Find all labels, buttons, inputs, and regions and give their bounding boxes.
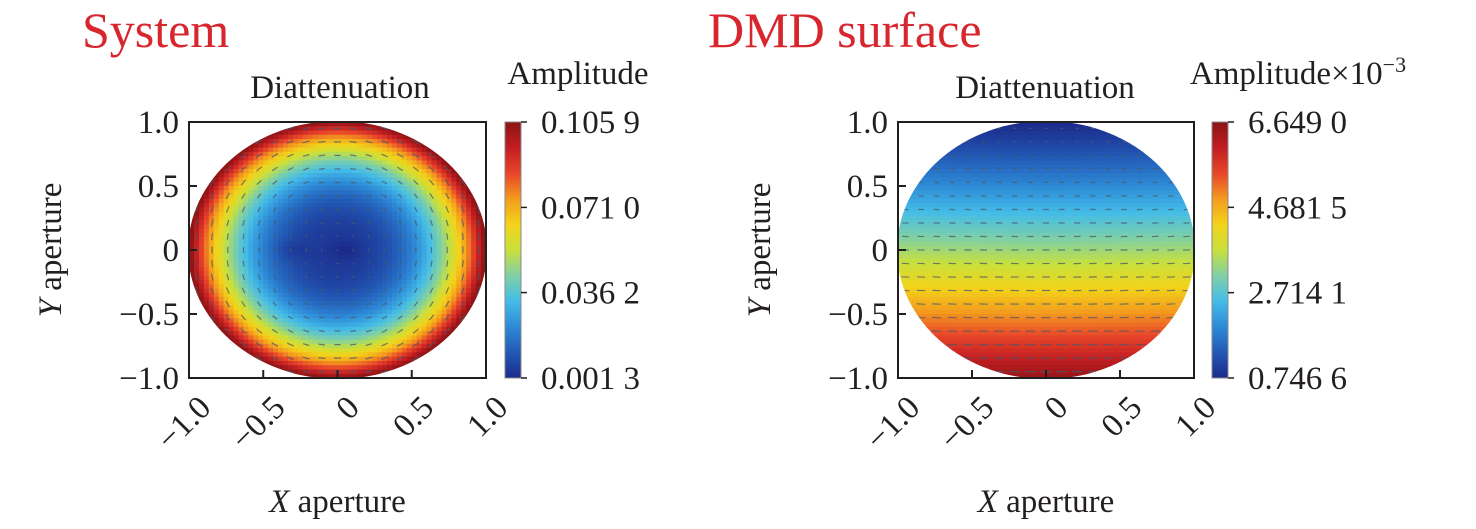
y-tick-label: −1.0 [828,361,888,397]
colorbar-tick-label: 0.105 9 [541,105,640,141]
colorbar-label: Amplitude×10−3 [1190,52,1406,92]
colorbar-label: Amplitude [507,56,648,92]
chart-title: Diattenuation [250,70,430,106]
x-tick-label: −1.0 [859,390,927,458]
y-axis-label: Y aperture [33,183,69,318]
y-tick-label: 0.5 [138,169,179,205]
x-tick-label: 0.5 [1095,390,1150,445]
colorbar-tick-label: 0.001 3 [541,361,640,397]
x-tick-label: −1.0 [150,390,218,458]
x-tick-label: 0.5 [386,390,441,445]
colorbar-tick-label: 6.649 0 [1248,105,1347,141]
colorbar-gradient [504,121,522,379]
x-tick-label: 0 [1038,390,1075,427]
y-tick-label: −1.0 [119,361,179,397]
x-axis-label: X aperture [267,484,406,520]
y-tick-label: 1.0 [847,105,888,141]
y-axis-label: Y aperture [742,183,778,318]
y-tick-label: −0.5 [828,297,888,333]
colorbar-tick-label: 0.071 0 [541,190,640,226]
colorbar-gradient [1211,121,1229,379]
panel-title-dmd-surface: DMD surface [708,2,982,58]
y-tick-label: 1.0 [138,105,179,141]
chart-panel-dmd-surface: 1.00.50−0.5−1.0−1.0 −0.5 0 0.5 1.0Diattenuat… [742,52,1406,520]
x-tick-label: −0.5 [933,390,1001,458]
panel-title-system: System [82,2,230,58]
x-tick-label: −0.5 [225,390,293,458]
colorbar-tick-label: 2.714 1 [1248,276,1347,312]
y-tick-label: 0 [872,233,889,269]
chart-panel-system: 1.00.50−0.5−1.0−1.0 −0.5 0 0.5 1.0Diattenuat… [33,56,649,520]
x-axis-label: X aperture [976,484,1115,520]
colorbar-tick-label: 0.036 2 [541,276,640,312]
chart-title: Diattenuation [955,70,1135,106]
y-tick-label: 0.5 [847,169,888,205]
colorbar-tick-label: 4.681 5 [1248,190,1347,226]
colorbar: 0.105 9 0.071 0 0.036 2 0.001 3 Amplitude [504,56,649,397]
x-tick-label: 1.0 [461,390,516,445]
x-tick-label: 0 [330,390,367,427]
colorbar-tick-label: 0.746 6 [1248,361,1347,397]
colorbar: 6.649 0 4.681 5 2.714 1 0.746 6 Amplitude×10… [1190,52,1406,397]
y-tick-label: 0 [163,233,180,269]
x-tick-label: 1.0 [1169,390,1224,445]
y-tick-label: −0.5 [119,297,179,333]
